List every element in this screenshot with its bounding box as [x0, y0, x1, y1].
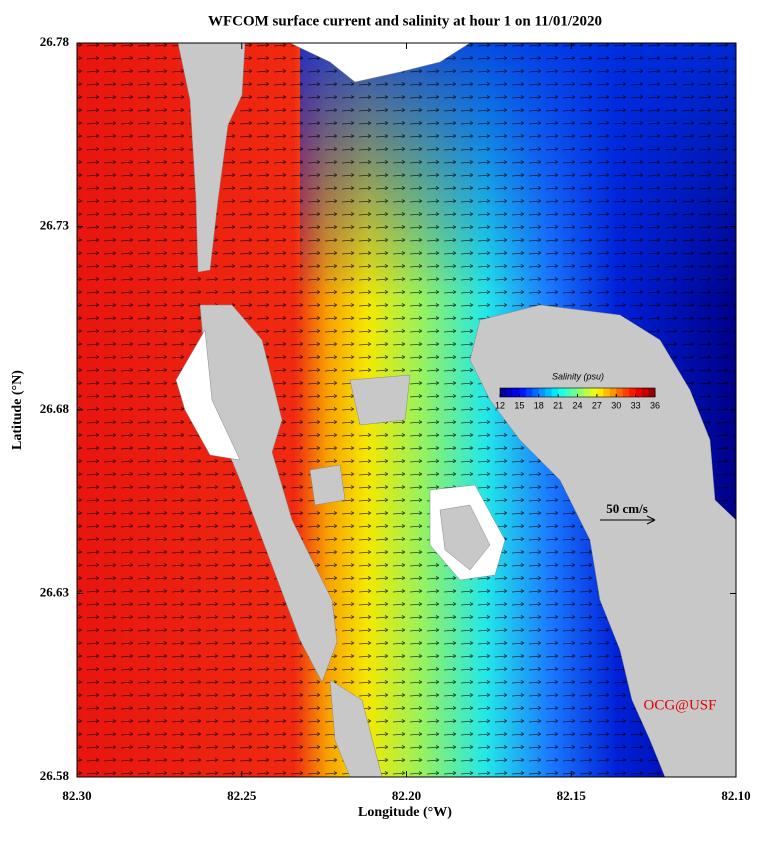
y-tick-label: 26.58 — [40, 768, 70, 783]
colorbar-tick-label: 15 — [514, 400, 524, 410]
colorbar-tick-label: 24 — [572, 400, 582, 410]
colorbar-segment — [577, 388, 585, 397]
x-tick-label: 82.10 — [721, 788, 750, 803]
colorbar-tick-label: 18 — [534, 400, 544, 410]
colorbar-tick-label: 21 — [553, 400, 563, 410]
y-axis-label: Latitude (°N) — [10, 370, 25, 450]
x-axis-label: Longitude (°W) — [358, 805, 452, 820]
title: WFCOM surface current and salinity at ho… — [208, 13, 602, 29]
colorbar-tick-label: 12 — [495, 400, 505, 410]
field — [77, 43, 736, 777]
land — [175, 43, 736, 777]
colorbar-segment — [538, 388, 546, 397]
colorbar-segment — [558, 388, 566, 397]
colorbar-segment — [512, 388, 520, 397]
colorbar-segment — [590, 388, 598, 397]
colorbar-segment — [532, 388, 540, 397]
y-tick-label: 26.63 — [40, 584, 70, 599]
scale-arrow-head — [646, 515, 656, 525]
y-tick-label: 26.78 — [40, 34, 70, 49]
colorbar-segment — [500, 388, 507, 397]
colorbar-segment — [551, 388, 559, 397]
colorbar-segment — [596, 388, 604, 397]
colorbar-tick-label: 30 — [611, 400, 621, 410]
colorbar-segment — [622, 388, 630, 397]
y-tick-label: 26.73 — [40, 217, 70, 232]
colorbar-segment — [583, 388, 591, 397]
colorbar-tick-label: 33 — [631, 400, 641, 410]
y-tick-label: 26.68 — [40, 401, 70, 416]
colorbar-segment — [648, 388, 656, 397]
colorbar-segment — [564, 388, 572, 397]
colorbar-segment — [603, 388, 611, 397]
colorbar-segment — [506, 388, 514, 397]
x-tick-label: 82.30 — [62, 788, 91, 803]
x-tick-label: 82.25 — [227, 788, 257, 803]
colorbar-segment — [545, 388, 553, 397]
x-tick-label: 82.20 — [392, 788, 421, 803]
colorbar-segment — [629, 388, 637, 397]
colorbar-segment — [571, 388, 578, 397]
x-tick-label: 82.15 — [557, 788, 587, 803]
colorbar-segment — [525, 388, 533, 397]
scale-label: 50 cm/s — [606, 501, 648, 516]
colorbar-tick-label: 36 — [650, 400, 660, 410]
colorbar-segment — [609, 388, 617, 397]
colorbar-segment — [635, 388, 643, 397]
colorbar-label: Salinity (psu) — [552, 371, 604, 381]
colorbar-tick-label: 27 — [592, 400, 602, 410]
colorbar-segment — [616, 388, 624, 397]
credit: OCG@USF — [643, 697, 716, 713]
colorbar-segment — [642, 388, 650, 397]
colorbar-segment — [519, 388, 527, 397]
